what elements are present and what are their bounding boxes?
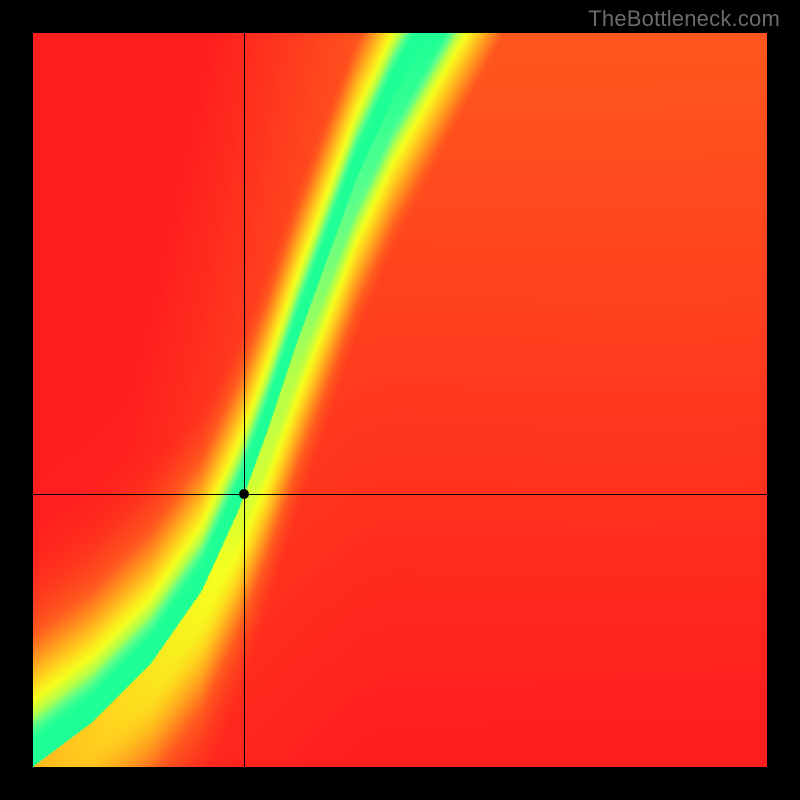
crosshair-vertical [244, 33, 245, 767]
crosshair-marker [239, 489, 249, 499]
watermark-text: TheBottleneck.com [588, 6, 780, 32]
plot-area [33, 33, 767, 767]
figure-container: TheBottleneck.com [0, 0, 800, 800]
heatmap-canvas [33, 33, 767, 767]
crosshair-horizontal [33, 494, 767, 495]
